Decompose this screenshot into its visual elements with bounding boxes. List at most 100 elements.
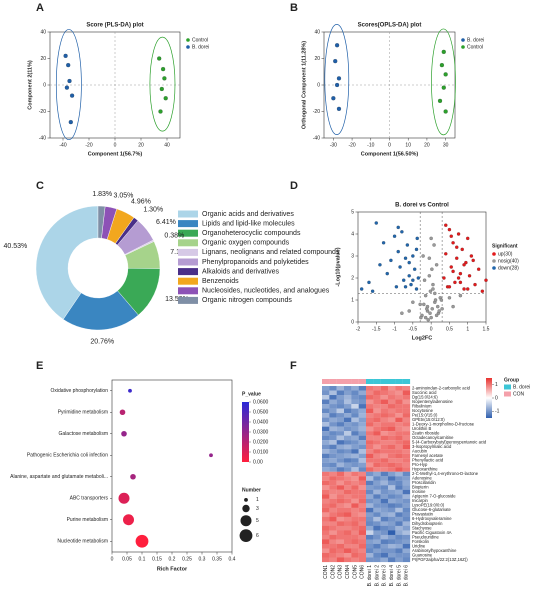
- heat-cell: [358, 480, 367, 486]
- heat-cell: [380, 476, 389, 481]
- heat-cell: [395, 449, 403, 454]
- point: [464, 260, 468, 265]
- heat-cell: [358, 444, 367, 450]
- bubble: [123, 514, 134, 526]
- column-label: B. dorei 6: [404, 565, 410, 587]
- heat-cell: [322, 503, 330, 508]
- heat-cell: [402, 462, 411, 468]
- heat-cell: [329, 453, 337, 459]
- heat-cell: [358, 453, 367, 459]
- heat-cell: [351, 512, 359, 517]
- heat-cell: [373, 521, 381, 526]
- heat-cell: [395, 512, 403, 517]
- slice-label: 6.41%: [156, 219, 176, 226]
- heat-cell: [358, 521, 367, 526]
- row-label: Isopentenyladenosine: [412, 399, 453, 404]
- heat-cell: [402, 435, 411, 441]
- bubble: [121, 430, 127, 437]
- heat-cell: [380, 525, 389, 531]
- heat-cell: [358, 476, 367, 481]
- heat-cell: [373, 480, 381, 486]
- heat-cell: [388, 417, 396, 423]
- heat-cell: [322, 467, 330, 472]
- point: [405, 243, 410, 247]
- column-label: CON6: [360, 565, 366, 579]
- x-tick-label: 1: [466, 326, 469, 332]
- column-label: CON2: [330, 565, 336, 579]
- heat-cell: [344, 507, 352, 513]
- y-axis-label: -Log10(pvalue): [335, 247, 341, 286]
- heat-cell: [395, 422, 403, 427]
- heat-cell: [358, 557, 367, 563]
- heat-cell: [395, 404, 403, 409]
- x-tick-label: 0: [430, 326, 433, 332]
- heat-cell: [380, 471, 389, 477]
- heat-cell: [322, 462, 330, 468]
- heat-cell: [373, 458, 381, 463]
- point: [428, 289, 433, 293]
- heat-cell: [329, 404, 337, 409]
- heat-cell: [402, 557, 411, 563]
- heat-cell: [344, 498, 352, 504]
- heat-cell: [344, 548, 352, 554]
- point: [159, 86, 164, 92]
- heat-cell: [380, 431, 389, 436]
- heat-cell: [388, 399, 396, 405]
- heat-cell: [351, 534, 359, 540]
- heat-cell: [351, 467, 359, 472]
- heat-cell: [395, 539, 403, 545]
- heat-cell: [329, 467, 337, 472]
- y-tick-label: Purine metabolism: [67, 517, 108, 523]
- heat-cell: [395, 453, 403, 459]
- y-tick-label: 1: [351, 297, 354, 303]
- legend-swatch: [178, 287, 198, 295]
- x-axis-label: Component 1(56.50%): [361, 151, 419, 157]
- heat-cell: [373, 413, 381, 418]
- row-label: 5-(4-Carboxybutyl)peroxypentanoic acid: [412, 440, 487, 445]
- heat-cell: [329, 503, 337, 508]
- slice-label: 1.83%: [92, 191, 112, 198]
- heat-cell: [395, 467, 403, 472]
- heat-cell: [366, 431, 374, 436]
- heat-cell: [336, 521, 345, 526]
- heat-cell: [395, 458, 403, 463]
- heat-cell: [322, 422, 330, 427]
- legend-marker: [186, 38, 190, 42]
- heat-cell: [373, 557, 381, 563]
- heat-cell: [351, 390, 359, 396]
- group-strip: [322, 379, 330, 384]
- heat-cell: [373, 534, 381, 540]
- heat-cell: [344, 525, 352, 531]
- point: [437, 309, 441, 313]
- heat-cell: [329, 480, 337, 486]
- point: [411, 278, 415, 282]
- heat-cell: [351, 494, 359, 499]
- heat-cell: [351, 404, 359, 409]
- heat-cell: [373, 440, 381, 445]
- point: [480, 289, 485, 293]
- heat-cell: [380, 485, 389, 490]
- heat-cell: [322, 507, 330, 513]
- heat-cell: [373, 476, 381, 481]
- bubble: [209, 453, 213, 458]
- heat-cell: [373, 498, 381, 504]
- heat-cell: [329, 530, 337, 536]
- heat-cell: [395, 534, 403, 540]
- heat-cell: [388, 539, 396, 545]
- heat-cell: [366, 440, 374, 445]
- heat-cell: [329, 435, 337, 441]
- heat-cell: [329, 399, 337, 405]
- heat-cell: [373, 404, 381, 409]
- heat-cell: [373, 471, 381, 477]
- heat-cell: [322, 512, 330, 517]
- heat-cell: [344, 543, 352, 549]
- heat-cell: [373, 453, 381, 459]
- heat-cell: [351, 476, 359, 481]
- legend-swatch: [178, 258, 198, 266]
- point: [434, 313, 439, 318]
- point: [67, 78, 72, 84]
- heat-cell: [402, 440, 411, 445]
- heat-cell: [329, 557, 337, 563]
- x-tick-label: 0.25: [182, 556, 192, 562]
- heat-cell: [402, 503, 411, 508]
